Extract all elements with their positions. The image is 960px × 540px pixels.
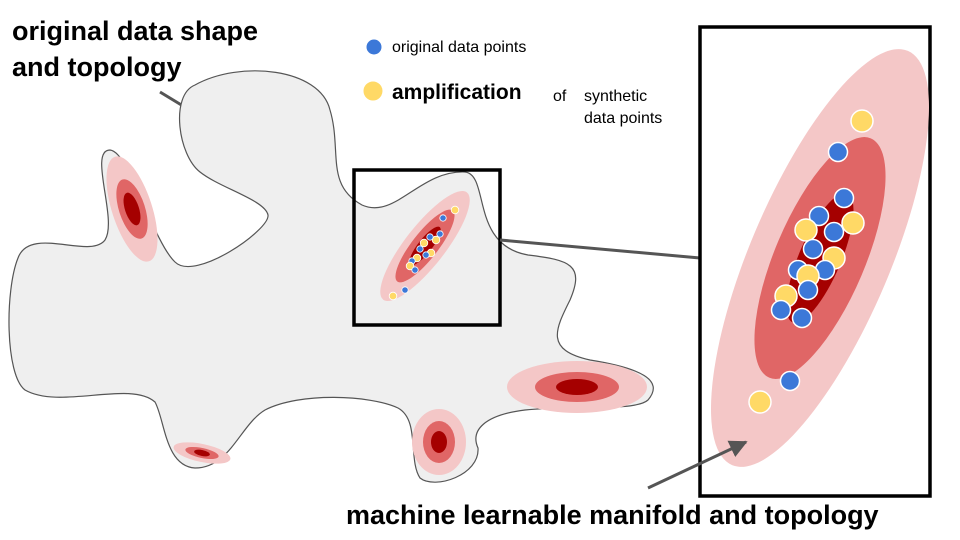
bottom-arrow (647, 440, 748, 490)
zoom-connector-line (499, 238, 701, 260)
original-point (436, 230, 444, 238)
synthetic-point (794, 218, 818, 242)
zoom-detail-panel (698, 25, 932, 498)
original-point (791, 307, 813, 329)
original-point (808, 205, 830, 227)
synthetic-point (405, 261, 415, 271)
legend-of-word: of (553, 88, 567, 105)
original-point (797, 279, 819, 301)
original-point (823, 221, 845, 243)
title-line-2: and topology (12, 52, 181, 82)
blue-dot-icon (365, 38, 383, 56)
zoom-source-box (352, 168, 502, 327)
legend-amplification-word: amplification (392, 81, 522, 104)
original-point (416, 245, 424, 253)
legend: original data points amplification of sy… (362, 38, 662, 127)
synthetic-point (450, 205, 460, 215)
title-line-1: original data shape (12, 16, 258, 46)
legend-original-label: original data points (392, 39, 526, 56)
distribution-blob-bottom-left (173, 442, 231, 464)
synthetic-point (841, 211, 865, 235)
synthetic-point (388, 291, 398, 301)
original-point (439, 214, 447, 222)
small-points (388, 205, 460, 301)
original-point (802, 238, 824, 260)
original-point (401, 286, 409, 294)
distribution-blob-upper-left (106, 156, 158, 262)
synthetic-point (850, 109, 874, 133)
original-point (770, 299, 792, 321)
synthetic-point (431, 235, 441, 245)
original-point (422, 251, 430, 259)
yellow-dot-icon (362, 80, 384, 102)
distribution-blob-bottom-middle (412, 409, 466, 475)
original-point (411, 266, 419, 274)
zoomed-points (748, 109, 874, 414)
data-shape (8, 70, 654, 483)
original-point (426, 233, 434, 241)
legend-synthetic-line-1: synthetic (584, 88, 647, 105)
bottom-label: machine learnable manifold and topology (346, 500, 879, 530)
original-point (833, 187, 855, 209)
distribution-blob-bottom-right (507, 361, 647, 413)
original-point (779, 370, 801, 392)
original-point (827, 141, 849, 163)
synthetic-point (419, 238, 429, 248)
legend-synthetic-line-2: data points (584, 110, 662, 127)
synthetic-point (748, 390, 772, 414)
